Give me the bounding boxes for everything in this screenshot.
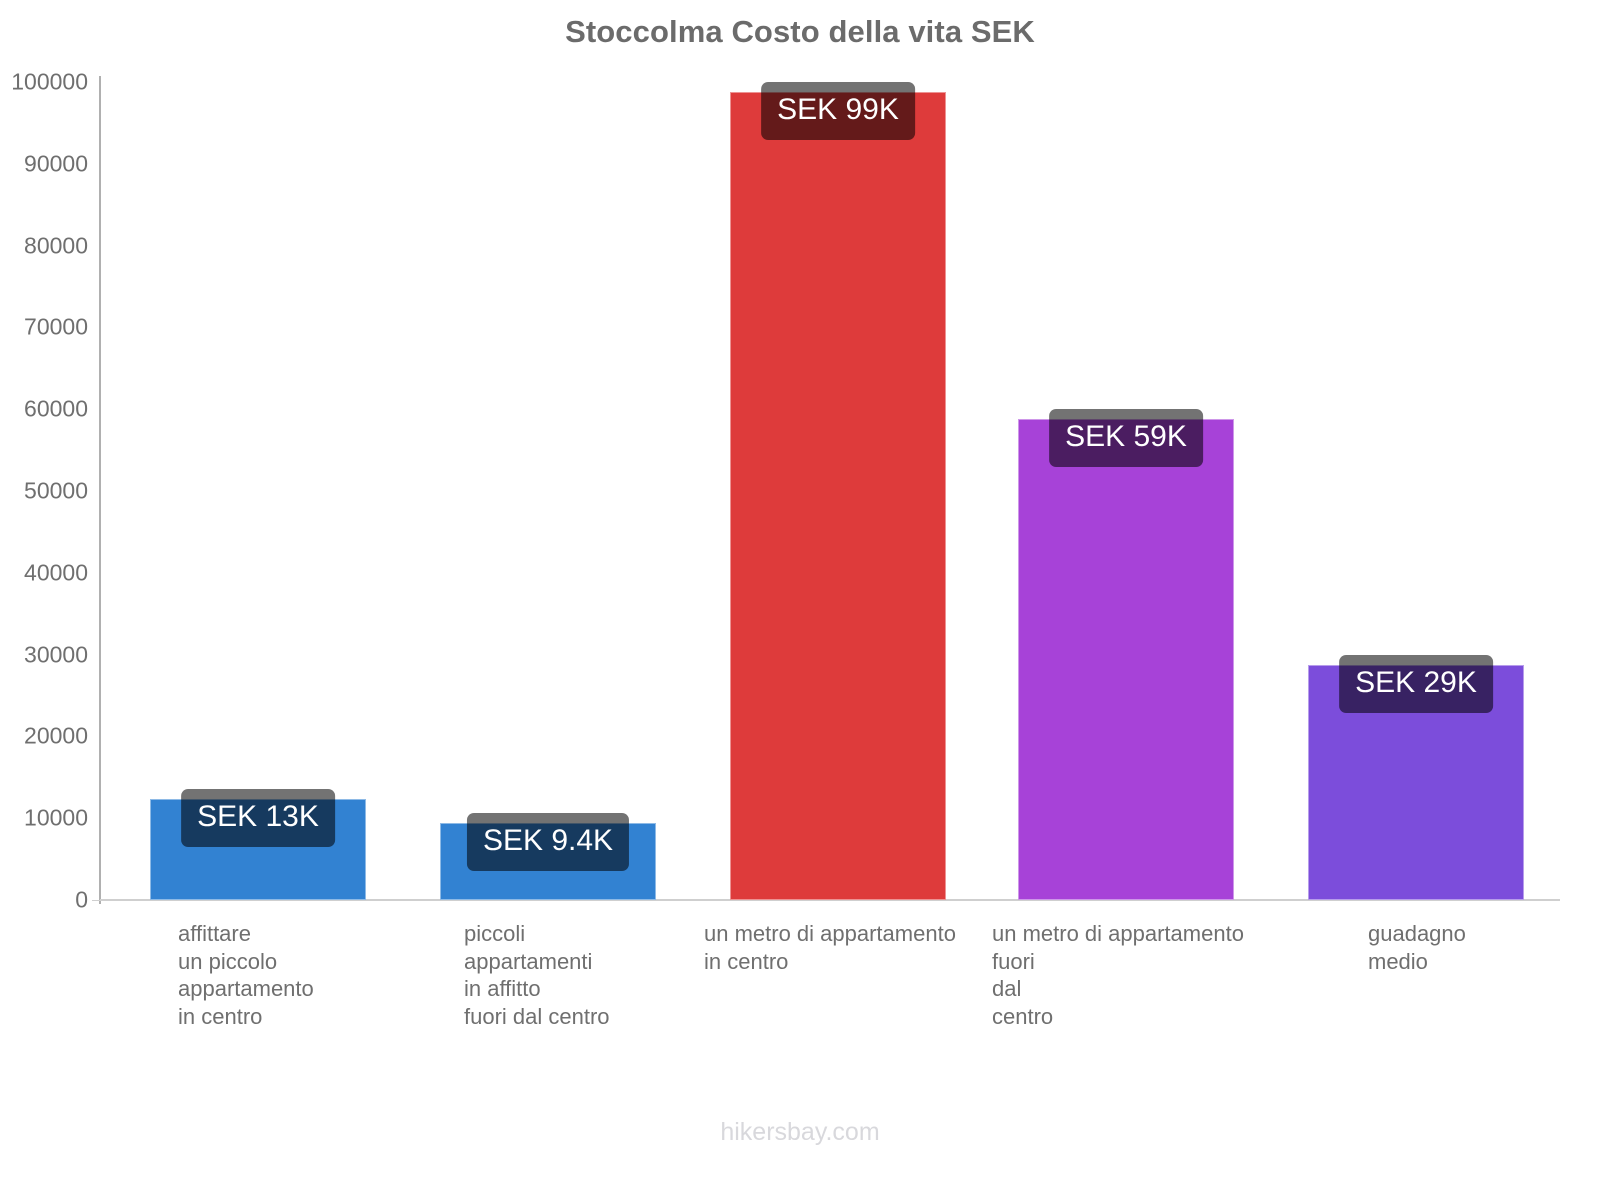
- y-axis-tick-label: 60000: [24, 395, 88, 422]
- y-axis-tick-label: 50000: [24, 477, 88, 504]
- y-axis-tick-label: 90000: [24, 150, 88, 177]
- x-axis-category-label: guadagno medio: [1368, 921, 1466, 974]
- x-axis-category-label: un metro di appartamento in centro: [704, 921, 956, 974]
- x-axis-category-label: piccoli appartamenti in affitto fuori da…: [464, 921, 610, 1029]
- x-axis-category-label: affittare un piccolo appartamento in cen…: [178, 921, 314, 1029]
- y-axis-tick-label: 100000: [11, 68, 88, 95]
- page-title: Stoccolma Costo della vita SEK: [565, 14, 1035, 49]
- bar-value-label: SEK 99K: [761, 81, 915, 140]
- y-axis-tick-label: 80000: [24, 232, 88, 259]
- plot-area: [100, 82, 1540, 900]
- y-axis-line: [99, 76, 101, 904]
- bar-value-label: SEK 59K: [1049, 409, 1203, 468]
- x-axis-line: [100, 899, 1560, 901]
- y-axis-tick-label: 40000: [24, 559, 88, 586]
- y-axis-tick-label: 0: [75, 886, 88, 913]
- y-axis-tick-label: 20000: [24, 722, 88, 749]
- bar-value-label: SEK 9.4K: [466, 813, 630, 872]
- y-axis-tick-label: 10000: [24, 804, 88, 831]
- bar-value-label: SEK 13K: [181, 788, 335, 847]
- y-axis-tick-label: 30000: [24, 641, 88, 668]
- bar[interactable]: [1018, 419, 1234, 900]
- bar-value-label: SEK 29K: [1339, 655, 1493, 714]
- watermark: hikersbay.com: [720, 1118, 880, 1146]
- x-axis-category-label: un metro di appartamento fuori dal centr…: [992, 921, 1244, 1029]
- y-axis-tick-mark: [92, 900, 100, 901]
- y-axis-tick-label: 70000: [24, 313, 88, 340]
- bar[interactable]: [730, 91, 946, 900]
